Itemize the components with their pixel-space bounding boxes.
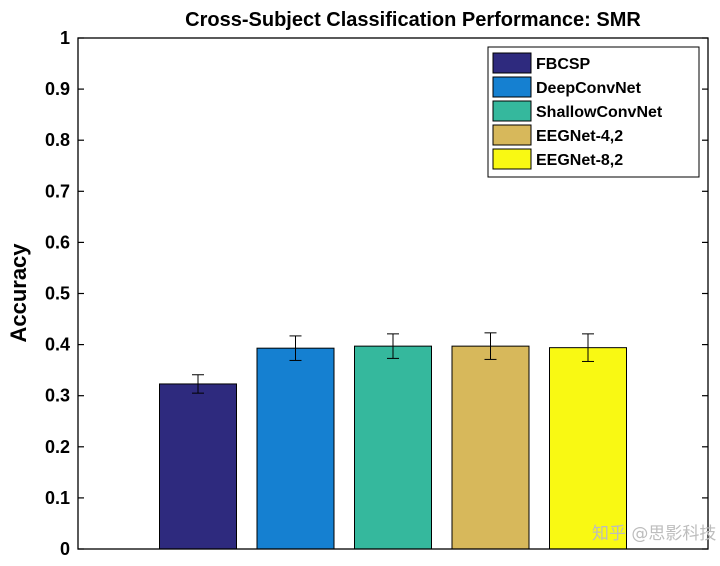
legend-label: EEGNet-4,2 — [536, 128, 623, 145]
legend-swatch — [492, 76, 532, 98]
bar-eegnet-8-2 — [549, 347, 627, 550]
y-tick-label: 1 — [60, 28, 70, 48]
plot-area-frame — [77, 37, 709, 550]
y-tick-label: 0.9 — [45, 79, 70, 99]
legend-swatch — [492, 100, 532, 122]
y-tick-label: 0.5 — [45, 284, 70, 304]
y-axis-ticks: 0 0.1 0.2 0.3 0.4 0.5 0.6 0.7 0.8 0.9 1 — [45, 28, 708, 559]
bar-fbcsp — [159, 383, 237, 550]
y-tick-label: 0.6 — [45, 232, 70, 252]
y-tick-label: 0.1 — [45, 488, 70, 508]
bars — [159, 345, 627, 550]
legend-label: FBCSP — [536, 56, 591, 73]
y-tick-label: 0 — [60, 539, 70, 559]
legend-label: EEGNet-8,2 — [536, 152, 623, 169]
bar-deepconvnet — [256, 347, 335, 550]
watermark: 知乎 @思影科技 — [592, 524, 716, 544]
y-axis-label: Accuracy — [6, 243, 31, 343]
legend-label: ShallowConvNet — [536, 104, 663, 121]
error-bars — [192, 332, 594, 394]
legend: FBCSP DeepConvNet ShallowConvNet EEGNet-4,2… — [487, 46, 700, 178]
legend-swatch — [492, 124, 532, 146]
y-tick-label: 0.8 — [45, 130, 70, 150]
chart-title: Cross-Subject Classification Performance… — [185, 9, 641, 31]
legend-swatch — [492, 148, 532, 170]
y-tick-label: 0.2 — [45, 437, 70, 457]
y-tick-label: 0.7 — [45, 181, 70, 201]
y-tick-label: 0.3 — [45, 386, 70, 406]
bar-eegnet-4-2 — [451, 345, 530, 550]
legend-label: DeepConvNet — [536, 80, 642, 97]
bar-shallowconvnet — [354, 345, 432, 550]
y-tick-label: 0.4 — [45, 335, 70, 355]
legend-swatch — [492, 52, 532, 74]
